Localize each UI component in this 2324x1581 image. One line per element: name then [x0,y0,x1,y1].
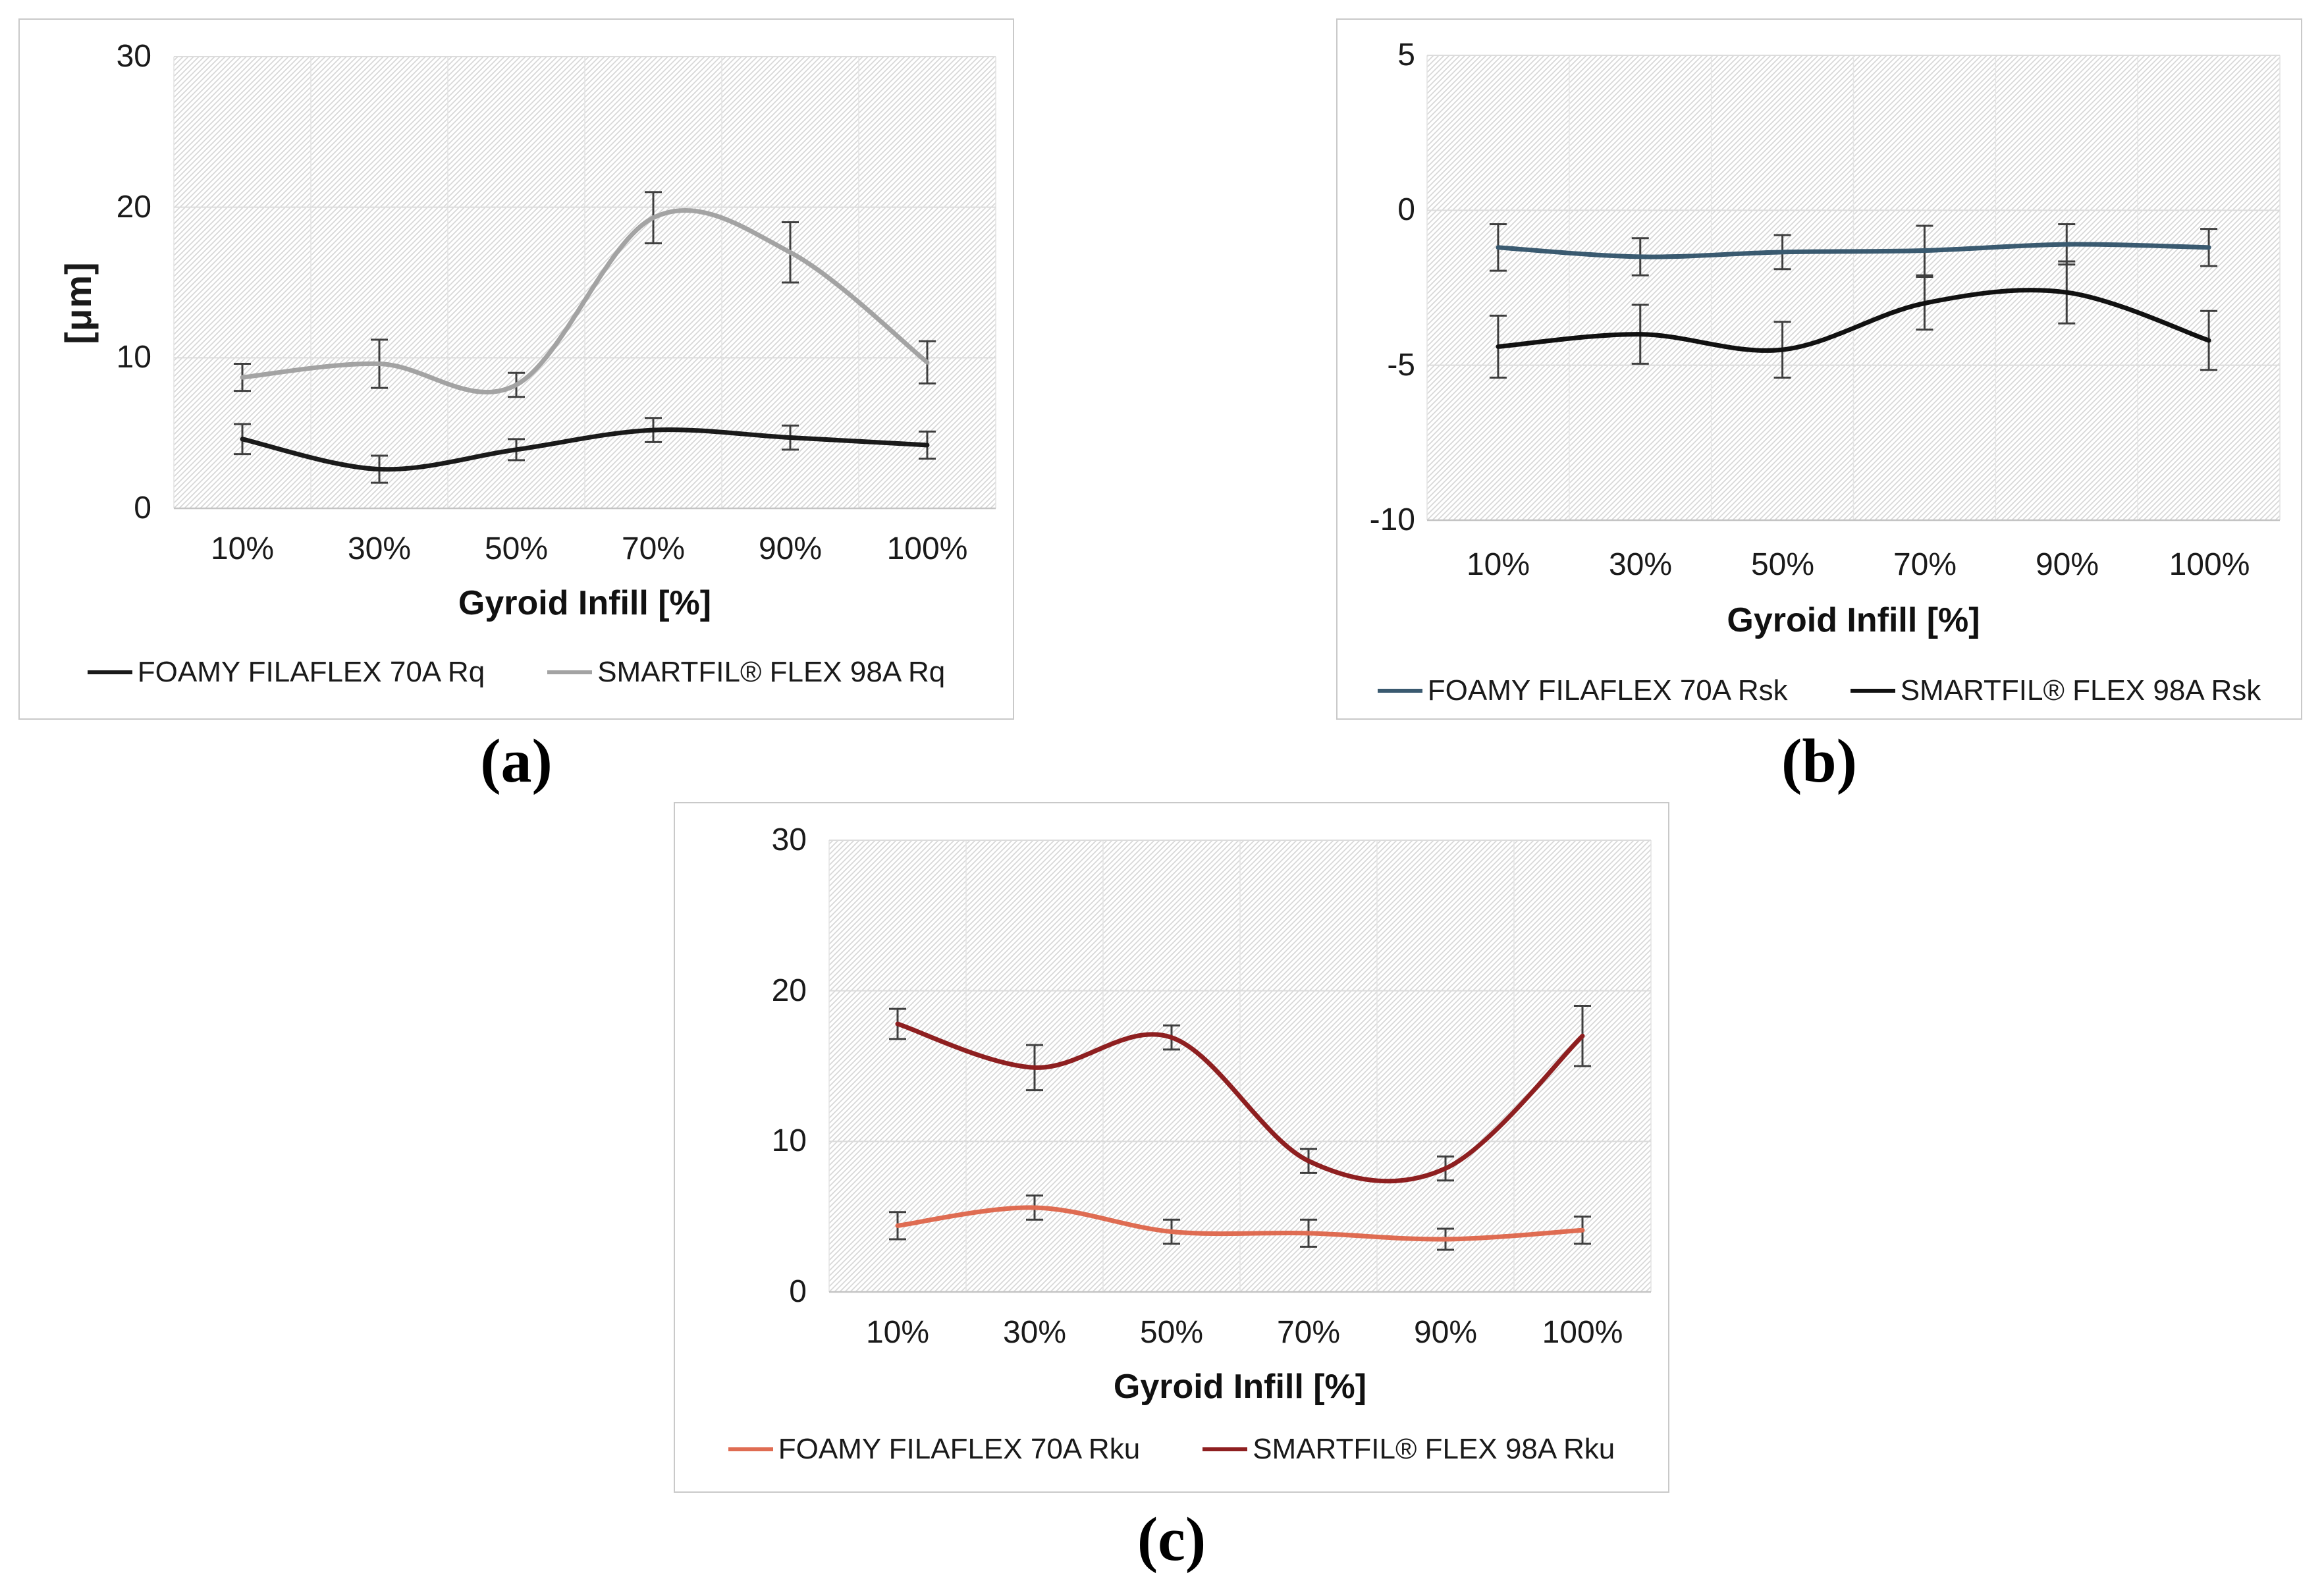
x-axis-tick-labels: 10% 30% 50% 70% 90% 100% [1338,547,2301,589]
y-tick-label: 30 [771,822,807,857]
x-tick-label: 50% [484,531,549,566]
legend: FOAMY FILAFLEX 70A Rku SMARTFIL® FLEX 98… [675,1433,1668,1466]
x-tick-label: 90% [758,531,823,566]
legend-item: FOAMY FILAFLEX 70A Rku [728,1433,1140,1466]
legend-line-swatch [1203,1447,1248,1451]
x-tick-label: 100% [1542,1315,1623,1350]
chart-panel-b: 5 0 -5 -10 10% 30% 50% 70% 90% 100% Gyro… [1336,18,2302,720]
legend: FOAMY FILAFLEX 70A Rq SMARTFIL® FLEX 98A… [20,656,1013,689]
legend-line-swatch [547,670,593,674]
chart-panel-c: 30 20 10 0 10% 30% 50% 70% 90% 100% Gyro… [674,802,1669,1493]
x-axis-title: Gyroid Infill [%] [458,584,712,622]
x-tick-label: 50% [1750,547,1815,582]
y-axis-tick-labels: 30 20 10 0 [675,803,1668,1491]
x-tick-label: 70% [1276,1315,1341,1350]
legend-label: FOAMY FILAFLEX 70A Rku [778,1433,1141,1465]
x-axis-tick-labels: 10% 30% 50% 70% 90% 100% [20,531,1013,573]
y-tick-label: 0 [789,1274,807,1309]
x-axis-title: Gyroid Infill [%] [1727,601,1980,639]
x-tick-label: 90% [2035,547,2099,582]
x-tick-label: 30% [347,531,412,566]
x-tick-label: 100% [886,531,968,566]
legend: FOAMY FILAFLEX 70A Rsk SMARTFIL® FLEX 98… [1338,674,2301,707]
y-tick-label: 0 [134,491,151,525]
panel-caption-b: (b) [1781,727,1857,795]
legend-item: FOAMY FILAFLEX 70A Rq [87,656,485,689]
y-axis-tick-labels: 5 0 -5 -10 [1338,20,2301,718]
panel-caption-a: (a) [480,727,553,795]
x-tick-label: 70% [621,531,686,566]
legend-label: FOAMY FILAFLEX 70A Rq [137,656,485,688]
panel-caption-c: (c) [1137,1505,1206,1574]
legend-label: FOAMY FILAFLEX 70A Rsk [1427,674,1788,707]
plot-area-c [828,840,1652,1293]
legend-line-swatch [1850,689,1895,693]
x-axis-tick-labels: 10% 30% 50% 70% 90% 100% [675,1314,1668,1356]
y-tick-label: -10 [1369,502,1415,537]
x-tick-label: 30% [1002,1315,1067,1350]
legend-label: SMARTFIL® FLEX 98A Rku [1253,1433,1615,1465]
chart-panel-a: [μm] 30 20 10 0 10% 30% 50% 70% 90% 100%… [18,18,1014,720]
legend-line-swatch [1377,689,1422,693]
y-tick-label: 20 [116,190,151,225]
legend-item: SMARTFIL® FLEX 98A Rsk [1850,674,2261,707]
y-tick-label: 5 [1397,38,1415,72]
x-tick-label: 100% [2169,547,2250,582]
x-tick-label: 70% [1893,547,1957,582]
y-tick-label: 10 [116,340,151,375]
x-tick-label: 10% [210,531,275,566]
plot-area-b [1426,55,2281,522]
x-tick-label: 10% [865,1315,930,1350]
y-tick-label: 10 [771,1123,807,1158]
y-tick-label: 0 [1397,192,1415,227]
x-tick-label: 90% [1413,1315,1478,1350]
y-tick-label: -5 [1387,348,1415,383]
x-tick-label: 30% [1608,547,1673,582]
y-tick-label: 20 [771,973,807,1008]
legend-item: SMARTFIL® FLEX 98A Rku [1203,1433,1615,1466]
x-tick-label: 10% [1466,547,1530,582]
legend-line-swatch [728,1447,773,1451]
y-axis-tick-labels: 30 20 10 0 [20,20,1013,718]
y-tick-label: 30 [116,39,151,74]
plot-area-a [173,56,996,510]
x-tick-label: 50% [1139,1315,1204,1350]
legend-label: SMARTFIL® FLEX 98A Rsk [1900,674,2261,707]
legend-line-swatch [87,670,132,674]
legend-item: FOAMY FILAFLEX 70A Rsk [1377,674,1788,707]
legend-label: SMARTFIL® FLEX 98A Rq [597,656,946,688]
x-axis-title: Gyroid Infill [%] [1113,1368,1367,1406]
legend-item: SMARTFIL® FLEX 98A Rq [547,656,945,689]
